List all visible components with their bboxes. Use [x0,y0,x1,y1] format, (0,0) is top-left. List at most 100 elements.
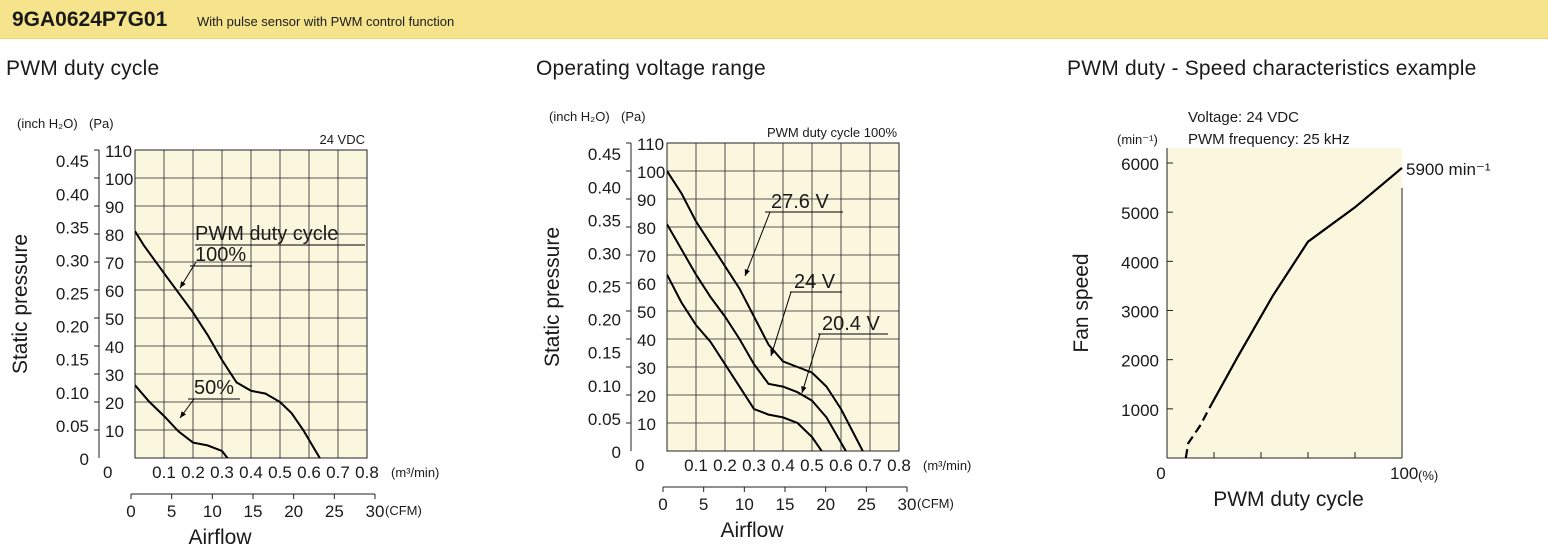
y-tick-label: 6000 [1121,155,1159,174]
leader-20-4v [801,333,821,394]
y-axis-title: Static pressure [541,227,564,367]
leader-100-arrow [180,281,186,288]
x-tick-label-m3: 0.5 [268,463,292,482]
y-tick-label-pa: 50 [637,303,656,322]
x-tick-label-m3: 0.1 [684,456,708,475]
x-tick-label-cfm: 15 [776,495,795,514]
leader-27-6v [744,211,771,277]
x-unit-m3: (m³/min) [923,458,971,473]
x-tick-label-cfm: 25 [857,495,876,514]
x-tick-label-cfm: 10 [735,495,754,514]
model-number: 9GA0624P7G01 [12,8,168,31]
series-label-50: 50% [194,377,234,399]
y-tick-label-inch: 0.30 [588,244,621,263]
x-tick-label-m3: 0.6 [829,456,853,475]
y-tick-label-inch: 0 [80,450,89,469]
x-axis-title: Airflow [188,526,252,548]
x-tick-label-cfm: 0 [126,502,135,521]
x-tick-label-cfm: 25 [325,502,344,521]
series-line-3 [667,274,823,451]
end-value-label: 5900 min⁻¹ [1406,160,1491,179]
y-tick-label: 2000 [1121,352,1159,371]
y-tick-label-inch: 0.35 [588,211,621,230]
y-tick-label-pa: 20 [105,394,124,413]
x-tick-label-m3: 0.4 [771,456,795,475]
x-tick-label-cfm: 30 [366,502,385,521]
series-line-1 [135,230,321,458]
x-tick-label-m3: 0.5 [800,456,824,475]
series-line-1 [667,170,864,451]
note-voltage: Voltage: 24 VDC [1188,109,1299,126]
y-tick-label-inch: 0.40 [56,185,89,204]
x-unit-cfm: (CFM) [917,496,954,511]
y-tick-label: 5000 [1121,204,1159,223]
y-tick-label-inch: 0.05 [588,410,621,429]
y-unit-pa: (Pa) [621,109,646,124]
x-tick-label-cfm: 20 [284,502,303,521]
y-tick-label-inch: 0.45 [588,145,621,164]
y-tick-label-pa: 80 [105,226,124,245]
x-tick-label-m3: 0.6 [297,463,321,482]
y-tick-label: 1000 [1121,401,1159,420]
x-axis-title: Airflow [720,519,784,542]
y-axis-title: Static pressure [9,234,32,374]
y-tick-label-inch: 0.30 [56,251,89,270]
x-tick-label-cfm: 0 [658,495,667,514]
series-line-2 [135,384,229,458]
y-tick-label-pa: 40 [637,331,656,350]
y-tick-label: 4000 [1121,253,1159,272]
note-frequency: PWM frequency: 25 kHz [1188,131,1350,148]
header-banner: 9GA0624P7G01 With pulse sensor with PWM … [0,0,1548,39]
y-tick-label-inch: 0.15 [588,344,621,363]
y-tick-label-inch: 0.10 [56,384,89,403]
y-tick-label-pa: 40 [105,338,124,357]
y-tick-label-inch: 0.10 [588,377,621,396]
y-tick-label-pa: 110 [637,135,664,154]
y-tick-label-pa: 50 [105,310,124,329]
y-tick-label-pa: 100 [637,163,665,182]
x-tick-label-m3: 0 [635,456,644,475]
y-tick-label-pa: 100 [105,170,133,189]
chart-duty: 10203040506070809010011000.050.100.150.2… [9,116,439,548]
x-tick-label-m3: 0.1 [152,463,176,482]
x-tick-label-m3: 0.7 [858,456,882,475]
y-tick-label-pa: 10 [105,422,124,441]
x-unit-cfm: (CFM) [385,503,422,518]
y-tick-label-pa: 30 [637,359,656,378]
x-unit-m3: (m³/min) [391,465,439,480]
leader-24v [770,291,792,357]
series-line-2 [667,223,847,451]
x-tick-label-cfm: 5 [167,502,176,521]
x-tick-label-m3: 0 [103,463,112,482]
x-tick-label-cfm: 30 [898,495,917,514]
x-tick-label-m3: 0.7 [326,463,350,482]
y-tick-label-inch: 0.25 [588,278,621,297]
x-tick-label-m3: 0.8 [887,456,911,475]
series-line-dashed [1184,403,1213,459]
series-group [667,170,864,451]
y-tick-label-inch: 0.35 [56,218,89,237]
chart-annotation: 24 VDC [319,132,365,147]
chart-voltage: 10203040506070809010011000.050.100.150.2… [541,109,971,542]
x-tick-label-cfm: 10 [203,502,222,521]
y-tick-label-pa: 70 [637,247,656,266]
series-label-100: 100% [195,244,246,266]
x-tick-label-m3: 0.4 [239,463,263,482]
y-unit-inch: (inch H₂O) [549,109,610,124]
series-label-27-6v: 27.6 V [771,191,829,213]
y-unit-inch: (inch H₂O) [17,116,78,131]
y-tick-label: 3000 [1121,303,1159,322]
y-unit-pa: (Pa) [89,116,114,131]
x-tick-label-m3: 0.3 [742,456,766,475]
y-tick-label-pa: 60 [105,282,124,301]
chart-title-duty: PWM duty cycle [6,57,160,80]
x-tick-label: 0 [1156,464,1165,483]
series-label-24v: 24 V [794,271,836,293]
y-tick-label-pa: 60 [637,275,656,294]
x-tick-label-m3: 0.2 [181,463,205,482]
chart-annotation: PWM duty cycle 100% [767,125,897,140]
y-tick-label-pa: 80 [637,219,656,238]
leader-27-6v-arrow [744,269,750,276]
y-tick-label-inch: 0.20 [588,311,621,330]
x-tick-label-cfm: 5 [699,495,708,514]
